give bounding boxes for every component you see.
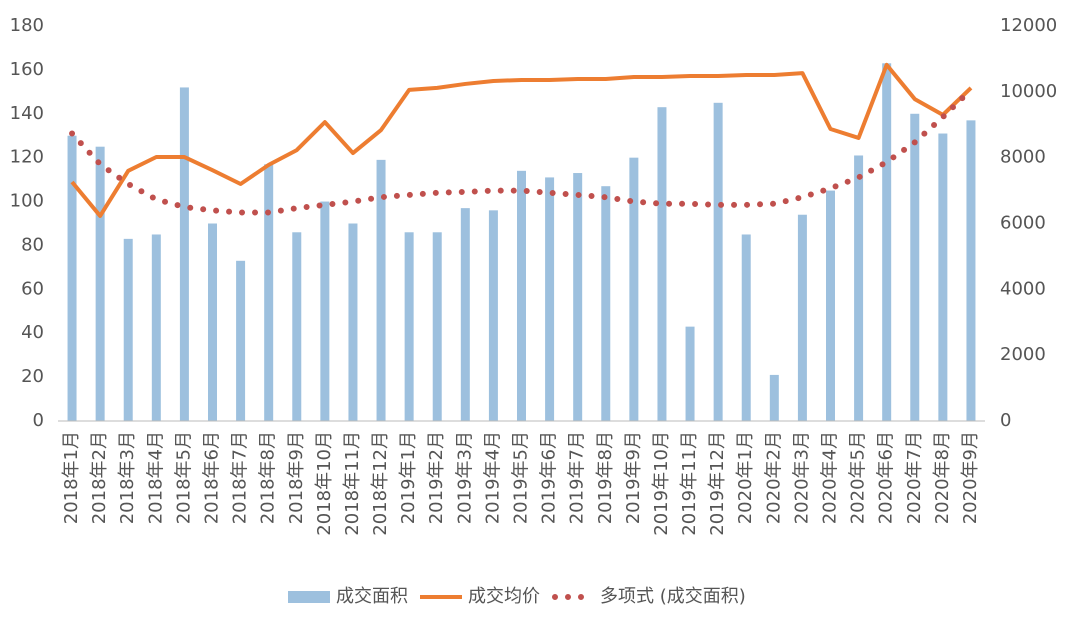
x-tick-label: 2020年1月: [735, 431, 756, 524]
bar: [292, 232, 302, 421]
bar: [629, 157, 639, 421]
x-tick-label: 2020年8月: [932, 431, 953, 524]
y2-tick-label: 6000: [1000, 213, 1046, 234]
y-tick-label: 140: [10, 103, 44, 124]
x-tick-label: 2019年3月: [454, 431, 475, 524]
bar: [797, 214, 807, 421]
bar: [910, 113, 920, 422]
line: [70, 62, 973, 218]
bar: [179, 87, 189, 421]
bar: [573, 173, 583, 421]
bar: [488, 210, 498, 421]
x-tick-label: 2019年5月: [511, 431, 532, 524]
x-tick-label: 2018年1月: [61, 431, 82, 524]
bar: [769, 374, 779, 421]
x-tick-label: 2019年1月: [398, 431, 419, 524]
y-tick-label: 80: [21, 234, 44, 255]
y-tick-label: 0: [33, 410, 44, 431]
bar: [601, 186, 611, 421]
bar: [657, 107, 667, 421]
bar: [713, 102, 723, 422]
x-tick-label: 2018年9月: [286, 431, 307, 524]
x-tick-label: 2020年7月: [904, 431, 925, 524]
trendline: [69, 86, 974, 216]
bar: [123, 238, 133, 421]
x-tick-label: 2018年11月: [342, 431, 363, 536]
bar: [67, 135, 77, 421]
x-tick-label: 2020年2月: [763, 431, 784, 524]
y2-tick-label: 4000: [1000, 278, 1046, 299]
x-tick-label: 2020年9月: [960, 431, 981, 524]
x-tick-label: 2018年3月: [117, 431, 138, 524]
bar: [236, 260, 246, 421]
x-tick-label: 2019年8月: [595, 431, 616, 524]
x-tick-label: 2018年10月: [314, 431, 335, 536]
bar: [685, 326, 695, 421]
x-tick-label: 2018年7月: [230, 431, 251, 524]
y-tick-label: 120: [10, 147, 44, 168]
y-tick-label: 160: [10, 59, 44, 80]
bar: [938, 133, 948, 421]
bar: [545, 177, 555, 421]
bar: [517, 170, 526, 421]
legend-label: 成交面积: [336, 586, 408, 607]
x-tick-label: 2018年12月: [370, 431, 391, 536]
bar: [151, 234, 161, 421]
x-tick-label: 2020年3月: [791, 431, 812, 524]
bar: [264, 164, 274, 421]
y2-tick-label: 2000: [1000, 344, 1046, 365]
x-tick-label: 2019年4月: [482, 431, 503, 524]
bar: [966, 120, 976, 421]
x-tick-label: 2019年10月: [651, 431, 672, 536]
bar: [404, 232, 414, 421]
y2-tick-label: 0: [1000, 410, 1011, 431]
x-tick-label: 2019年11月: [679, 431, 700, 536]
y-tick-label: 20: [21, 366, 44, 387]
bar: [882, 63, 892, 422]
bar: [95, 146, 105, 421]
x-tick-label: 2019年9月: [623, 431, 644, 524]
x-tick-label: 2018年4月: [145, 431, 166, 524]
x-tick-label: 2018年5月: [173, 431, 194, 524]
x-tick-label: 2018年8月: [258, 431, 279, 524]
y2-tick-label: 10000: [1000, 81, 1057, 102]
bar: [460, 208, 470, 421]
legend-label: 成交均价: [468, 586, 540, 607]
bar: [348, 223, 358, 421]
x-tick-label: 2020年5月: [848, 431, 869, 524]
x-tick-label: 2019年2月: [426, 431, 447, 524]
y-tick-label: 100: [10, 191, 44, 212]
y-tick-label: 180: [10, 15, 44, 36]
bar: [854, 155, 864, 421]
bar: [208, 223, 217, 421]
bar: [320, 201, 330, 421]
x-tick-label: 2018年2月: [89, 431, 110, 524]
x-tick-label: 2020年6月: [876, 431, 897, 524]
x-tick-label: 2019年12月: [707, 431, 728, 536]
y-tick-label: 60: [21, 278, 44, 299]
y2-tick-label: 12000: [1000, 15, 1057, 36]
bar: [432, 232, 442, 421]
bar: [376, 159, 386, 421]
bar: [826, 190, 835, 421]
x-tick-label: 2019年6月: [539, 431, 560, 524]
legend-swatch: [288, 591, 330, 603]
y2-tick-label: 8000: [1000, 147, 1046, 168]
x-tick-label: 2018年6月: [202, 431, 223, 524]
legend-label: 多项式 (成交面积): [600, 586, 746, 607]
x-tick-label: 2020年4月: [820, 431, 841, 524]
x-tick-label: 2019年7月: [567, 431, 588, 524]
y-tick-label: 40: [21, 322, 44, 343]
bar: [741, 234, 751, 421]
